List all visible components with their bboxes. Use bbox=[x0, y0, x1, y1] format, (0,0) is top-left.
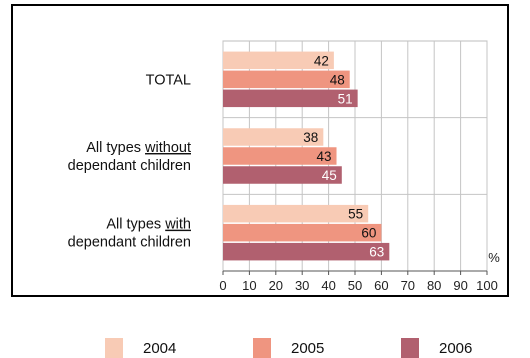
data-label-2006-2: 63 bbox=[369, 245, 384, 260]
bar-2005-0 bbox=[223, 70, 350, 89]
data-label-2006-0: 51 bbox=[338, 91, 353, 106]
x-tick-label-100: 100 bbox=[476, 278, 498, 293]
legend-swatch-2004 bbox=[105, 338, 123, 358]
bar-2006-1 bbox=[223, 166, 342, 184]
x-tick-label-80: 80 bbox=[427, 278, 441, 293]
bar-2004-0 bbox=[223, 51, 334, 70]
bar-2004-2 bbox=[223, 204, 369, 223]
data-label-2005-2: 60 bbox=[361, 226, 376, 241]
category-label-2-0: All types with bbox=[106, 217, 191, 233]
category-label-0-0: TOTAL bbox=[146, 72, 191, 88]
x-tick-label-60: 60 bbox=[374, 278, 388, 293]
data-label-2004-1: 38 bbox=[303, 130, 318, 145]
data-label-2006-1: 45 bbox=[322, 168, 337, 183]
data-label-2004-0: 42 bbox=[314, 53, 329, 68]
x-tick-label-30: 30 bbox=[295, 278, 309, 293]
bar-2006-0 bbox=[223, 89, 358, 108]
category-label-1-0: All types without bbox=[86, 140, 191, 156]
x-tick-label-90: 90 bbox=[453, 278, 467, 293]
chart-legend: 2004 2005 2006 bbox=[0, 300, 530, 358]
category-label-2-1: dependant children bbox=[68, 235, 191, 251]
data-label-2005-0: 48 bbox=[330, 72, 345, 87]
bar-2006-2 bbox=[223, 242, 390, 261]
legend-label-2006: 2006 bbox=[439, 340, 473, 357]
x-tick-label-10: 10 bbox=[242, 278, 256, 293]
legend-label-2005: 2005 bbox=[291, 340, 325, 357]
x-tick-label-70: 70 bbox=[401, 278, 415, 293]
category-label-1-1: dependant children bbox=[68, 158, 191, 174]
data-label-2004-2: 55 bbox=[348, 207, 363, 222]
legend-swatch-2006 bbox=[401, 338, 419, 358]
bar-2005-2 bbox=[223, 223, 382, 242]
legend-swatch-2005 bbox=[253, 338, 271, 358]
x-tick-label-50: 50 bbox=[348, 278, 362, 293]
legend-label-2004: 2004 bbox=[143, 340, 177, 357]
x-tick-label-20: 20 bbox=[269, 278, 283, 293]
data-label-2005-1: 43 bbox=[316, 149, 331, 164]
bar-2005-1 bbox=[223, 147, 337, 165]
x-tick-label-0: 0 bbox=[219, 278, 226, 293]
chart-frame: 0 10 20 30 40 50 60 70 80 90 100% 42 48 51 TOTAL 38 43 45… bbox=[11, 4, 509, 297]
x-axis-unit: % bbox=[488, 250, 500, 265]
bar-2004-1 bbox=[223, 128, 324, 146]
x-tick-label-40: 40 bbox=[321, 278, 335, 293]
